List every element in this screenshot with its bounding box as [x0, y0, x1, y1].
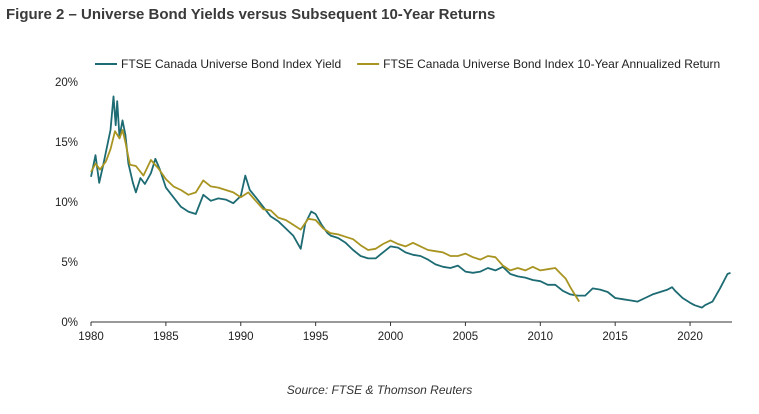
legend-label-1: FTSE Canada Universe Bond Index Yield [121, 57, 341, 71]
chart-legend: FTSE Canada Universe Bond Index Yield FTS… [95, 57, 720, 71]
series-line-1 [90, 95, 731, 309]
x-tick-label: 2015 [602, 331, 628, 343]
x-tick-label: 1995 [303, 331, 329, 343]
x-tick-label: 1990 [228, 331, 254, 343]
y-tick-label: 5% [61, 257, 78, 269]
chart-source-note: Source: FTSE & Thomson Reuters [286, 383, 473, 397]
x-tick-label: 2010 [528, 331, 554, 343]
legend-label-2: FTSE Canada Universe Bond Index 10-Year … [383, 57, 720, 71]
chart-title: Figure 2 – Universe Bond Yields versus S… [6, 6, 496, 23]
x-tick-label: 1985 [153, 331, 179, 343]
y-tick-label: 10% [55, 197, 78, 209]
x-tick-label: 2005 [453, 331, 479, 343]
y-tick-label: 15% [55, 137, 78, 149]
chart-series [90, 95, 731, 309]
series-line-2 [90, 129, 580, 303]
x-tick-label: 2000 [378, 331, 404, 343]
x-tick-label: 2020 [677, 331, 703, 343]
y-tick-label: 0% [61, 317, 78, 329]
y-tick-label: 20% [55, 77, 78, 89]
x-tick-label: 1980 [78, 331, 104, 343]
chart-axes: 1980 1985 1990 1995 2000 2005 2010 2015 2020 0% 5%… [55, 77, 732, 343]
